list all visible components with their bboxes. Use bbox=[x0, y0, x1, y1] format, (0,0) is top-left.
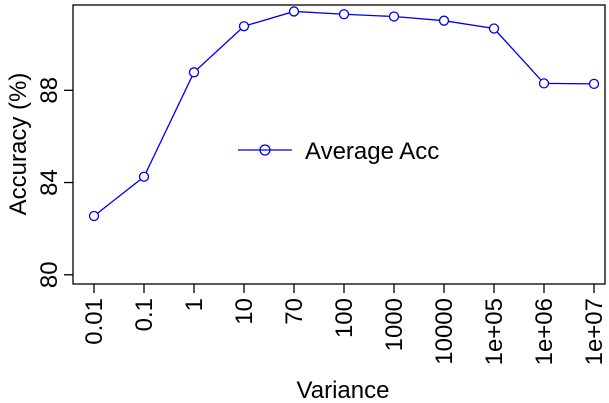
data-point bbox=[188, 67, 200, 78]
data-point bbox=[438, 15, 450, 26]
y-axis: 80 84 88 bbox=[36, 77, 73, 288]
x-tick-label: 1e+06 bbox=[531, 298, 558, 365]
data-point bbox=[588, 78, 600, 90]
x-tick-label: 1 bbox=[181, 298, 208, 311]
x-tick-label: 10000 bbox=[431, 298, 458, 365]
data-point bbox=[538, 78, 550, 89]
data-point bbox=[388, 11, 400, 22]
y-tick-label: 84 bbox=[36, 169, 63, 196]
x-tick-label: 1000 bbox=[381, 298, 408, 351]
x-tick-label: 10 bbox=[231, 298, 258, 325]
data-point bbox=[288, 6, 300, 17]
y-tick-label: 88 bbox=[36, 77, 63, 104]
legend-marker-swatch bbox=[259, 144, 271, 156]
x-tick-label: 100 bbox=[331, 298, 358, 338]
data-point bbox=[138, 171, 150, 182]
x-tick-label: 1e+05 bbox=[481, 298, 508, 365]
series-layer bbox=[88, 6, 600, 222]
x-tick-label: 70 bbox=[281, 298, 308, 325]
data-point bbox=[88, 210, 100, 222]
x-tick-label: 1e+07 bbox=[581, 298, 608, 365]
legend: Average Acc bbox=[238, 138, 439, 165]
plot-frame bbox=[72, 4, 606, 285]
x-tick-label: 0.1 bbox=[131, 298, 158, 331]
x-tick-label: 0.01 bbox=[81, 298, 108, 345]
y-tick-label: 80 bbox=[36, 261, 63, 288]
data-point bbox=[488, 23, 500, 34]
x-axis-title: Variance bbox=[297, 377, 390, 403]
data-point bbox=[238, 21, 250, 32]
series-line bbox=[93, 10, 595, 217]
data-point bbox=[338, 9, 350, 20]
legend-label: Average Acc bbox=[305, 138, 439, 165]
y-axis-title: Accuracy (%) bbox=[5, 73, 32, 216]
x-axis: 0.01 0.1 1 10 70 100 1000 10000 1e+05 1e+06 1e+07 bbox=[81, 284, 608, 365]
